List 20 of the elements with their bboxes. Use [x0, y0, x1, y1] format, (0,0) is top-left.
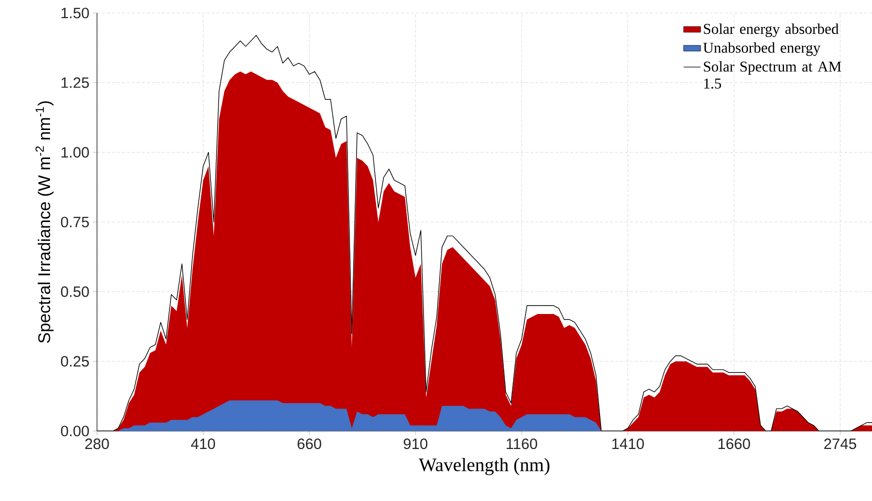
y-tick-label: 1.50	[62, 8, 89, 18]
y-axis-title: Spectral Irradiance (W m$^{-2}$ nm$^{-1}$)	[36, 101, 54, 343]
y-tick-label: 1.00	[62, 147, 89, 158]
x-tick-label: 1660	[718, 438, 750, 450]
legend-label: Solar Spectrum at AM 1.5	[704, 61, 842, 89]
y-tick-label: 1.25	[62, 77, 89, 88]
y-tick-label: 0.00	[60, 426, 89, 436]
x-tick-label: 1160	[506, 438, 538, 450]
legend-label: Unabsorbed energy	[703, 42, 820, 56]
x-tick-label: 910	[404, 438, 428, 450]
x-tick-label: 660	[298, 438, 322, 450]
x-tick-label: 280	[85, 438, 109, 450]
y-tick-label: 0.75	[60, 216, 89, 228]
x-axis-title: Wavelength (nm)	[418, 458, 550, 476]
y-tick-label: 0.25	[60, 356, 89, 367]
x-tick-label: 2745	[824, 438, 856, 450]
y-tick-label: 0.50	[60, 286, 89, 297]
legend-label: Solar energy absorbed	[704, 23, 839, 38]
x-tick-label: 1410	[612, 438, 644, 450]
x-tick-label: 410	[191, 438, 216, 450]
